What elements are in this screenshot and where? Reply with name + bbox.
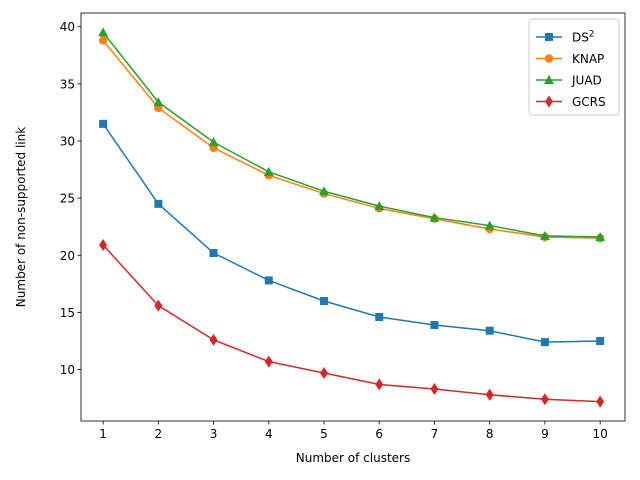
x-tick-label: 2 [154, 427, 162, 441]
x-tick-label: 8 [486, 427, 494, 441]
data-point [596, 395, 605, 408]
y-tick-label: 15 [60, 306, 75, 320]
series-ds [99, 119, 605, 347]
data-point [485, 388, 494, 401]
series-line [102, 123, 601, 343]
x-tick-label: 4 [265, 427, 273, 441]
legend-label: JUAD [571, 74, 602, 88]
x-tick-label: 1 [99, 427, 107, 441]
y-tick-label: 20 [60, 249, 75, 263]
data-point [429, 212, 440, 222]
data-point [208, 137, 219, 147]
legend-marker [545, 95, 553, 108]
data-point [540, 393, 549, 406]
series-line [102, 244, 601, 403]
y-tick-label: 25 [60, 192, 75, 206]
legend-label-superscript: 2 [589, 30, 594, 40]
data-point [209, 333, 218, 346]
series-gcrs [99, 239, 605, 408]
legend-item-gcrs: GCRS [536, 95, 606, 109]
legend-marker [544, 54, 554, 63]
y-tick-label: 10 [60, 363, 75, 377]
legend-frame [528, 18, 620, 116]
axes: 1 2 3 4 5 6 7 8 9 10 10 15 20 25 30 35 40 [60, 12, 626, 441]
plot-area [98, 27, 606, 408]
series-juad [98, 27, 606, 241]
legend-marker [544, 75, 554, 84]
x-tick-label: 9 [541, 427, 549, 441]
data-point [374, 201, 385, 211]
data-point [209, 249, 218, 257]
data-point [320, 297, 329, 305]
legend-marker [545, 33, 553, 41]
x-tick-label: 3 [210, 427, 218, 441]
series-line [102, 39, 601, 239]
data-point [319, 186, 330, 196]
y-tick-label: 30 [60, 135, 75, 149]
legend-label: GCRS [572, 95, 606, 109]
data-point [430, 383, 439, 395]
data-point [98, 36, 108, 45]
axes-frame [80, 12, 626, 422]
x-tick-label: 6 [375, 427, 383, 441]
legend: DS2 KNAP JUAD GCRS [528, 18, 620, 116]
data-point [430, 321, 439, 329]
data-point [484, 220, 495, 230]
x-tick-label: 10 [593, 427, 608, 441]
data-point [154, 199, 163, 208]
x-axis-label: Number of clusters [296, 451, 410, 465]
data-point [154, 299, 163, 312]
data-point [98, 27, 109, 37]
data-point [99, 119, 108, 128]
legend-label: KNAP [572, 52, 604, 66]
data-point [539, 230, 550, 240]
series-line [102, 31, 601, 238]
legend-item-ds: DS2 [536, 30, 594, 45]
data-point [320, 367, 329, 379]
x-tick-label: 7 [431, 427, 439, 441]
data-point [264, 355, 273, 368]
data-point [263, 166, 274, 176]
y-axis-label: Number of non-supported link [14, 127, 28, 307]
x-tick-label: 5 [320, 427, 328, 441]
data-point [595, 232, 606, 241]
y-tick-label: 40 [60, 20, 75, 34]
legend-label: DS2 [572, 30, 594, 45]
data-point [153, 97, 164, 107]
data-point [485, 326, 494, 335]
legend-item-knap: KNAP [536, 52, 604, 66]
data-point [264, 276, 273, 285]
data-point [596, 337, 605, 345]
data-point [99, 239, 108, 251]
data-point [375, 378, 384, 391]
y-tick-label: 35 [60, 77, 75, 91]
data-point [540, 338, 549, 347]
data-point [375, 313, 384, 321]
legend-item-juad: JUAD [536, 74, 602, 88]
